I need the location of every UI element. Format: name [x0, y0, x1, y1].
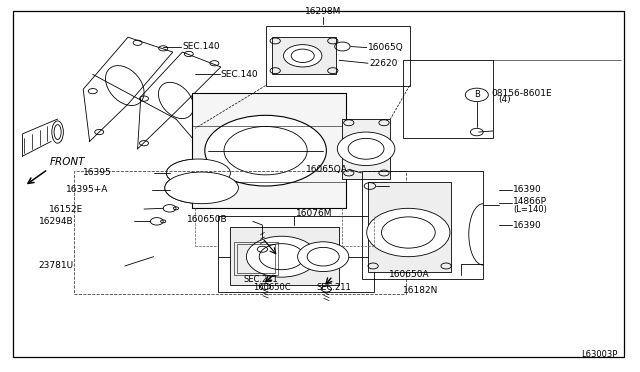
Bar [342, 119, 390, 179]
Text: 22620: 22620 [369, 59, 397, 68]
Circle shape [337, 132, 395, 166]
Bar [237, 244, 275, 273]
Text: SEC.140: SEC.140 [221, 70, 259, 79]
Text: 16298M: 16298M [305, 7, 341, 16]
Bar [234, 242, 278, 275]
Text: 16395+A: 16395+A [67, 185, 109, 194]
Text: 16065Q: 16065Q [368, 43, 404, 52]
Text: 16076M: 16076M [296, 209, 332, 218]
Circle shape [246, 236, 317, 277]
Text: (4): (4) [498, 95, 511, 104]
Text: (L=140): (L=140) [513, 205, 547, 214]
Circle shape [367, 208, 450, 257]
Bar [218, 216, 374, 292]
Bar [362, 171, 483, 279]
Bar [192, 93, 346, 208]
Text: 16395: 16395 [83, 169, 112, 177]
Text: SEC.211: SEC.211 [317, 283, 351, 292]
Bar [403, 60, 493, 138]
Text: 08156-8601E: 08156-8601E [491, 89, 552, 97]
Text: 160650C: 160650C [253, 283, 291, 292]
Bar [266, 26, 410, 86]
Text: 160650A: 160650A [389, 270, 430, 279]
Bar [230, 227, 339, 285]
Ellipse shape [166, 159, 230, 187]
Ellipse shape [165, 172, 239, 204]
Text: 14866P: 14866P [513, 197, 547, 206]
Bar [272, 37, 336, 74]
Circle shape [298, 242, 349, 272]
Text: 16152E: 16152E [49, 205, 83, 214]
Text: B: B [474, 90, 480, 99]
Text: 16390: 16390 [513, 221, 542, 230]
Text: 23781U: 23781U [38, 262, 74, 270]
Bar [368, 182, 451, 272]
Text: 16390: 16390 [513, 185, 542, 194]
Circle shape [284, 45, 322, 67]
Text: FRONT: FRONT [50, 157, 85, 167]
Text: SEC.140: SEC.140 [182, 42, 220, 51]
Text: L63003P: L63003P [581, 350, 618, 359]
Text: SEC.211: SEC.211 [243, 275, 278, 284]
Text: 160650B: 160650B [187, 215, 227, 224]
Text: 16294B: 16294B [39, 217, 74, 226]
Circle shape [205, 115, 326, 186]
Bar [74, 171, 406, 294]
Text: 16182N: 16182N [403, 286, 439, 295]
Text: 16065QA: 16065QA [306, 165, 348, 174]
